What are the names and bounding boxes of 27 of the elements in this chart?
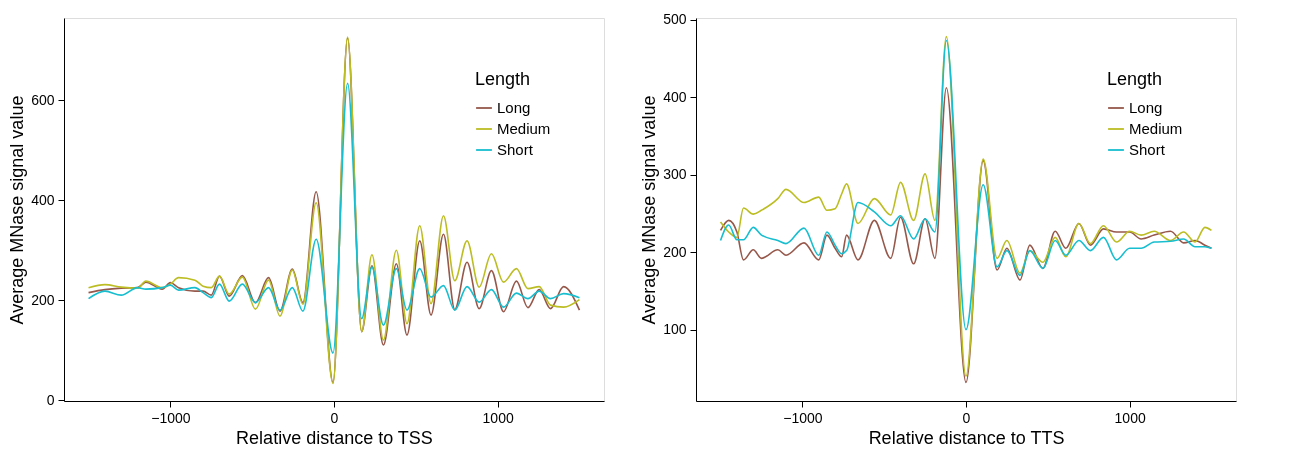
y-tick-label: 200 — [663, 243, 687, 260]
legend-label: Long — [497, 99, 531, 116]
y-tick-label: 200 — [31, 291, 55, 308]
legend-title: Length — [475, 69, 531, 89]
legend-label: Long — [1129, 99, 1163, 116]
legend-label: Medium — [497, 120, 551, 137]
legend-label: Medium — [1129, 120, 1183, 137]
x-axis-title: Relative distance to TSS — [236, 427, 433, 448]
x-tick-label: 0 — [330, 409, 339, 426]
y-tick-label: 600 — [31, 91, 55, 108]
y-tick-label: 100 — [663, 321, 687, 338]
legend-title: Length — [1107, 69, 1163, 89]
x-axis-title: Relative distance to TTS — [868, 427, 1065, 448]
x-tick-label: 1000 — [1114, 409, 1146, 426]
x-tick-label: 1000 — [482, 409, 514, 426]
x-tick-label: −1000 — [783, 409, 823, 426]
y-tick-label: 400 — [663, 88, 687, 105]
y-axis-title: Average MNase signal value — [7, 95, 28, 325]
x-tick-label: −1000 — [151, 409, 191, 426]
y-tick-label: 300 — [663, 166, 687, 183]
legend-label: Short — [497, 141, 534, 158]
y-tick-label: 0 — [46, 391, 55, 408]
y-tick-label: 500 — [663, 11, 687, 28]
y-tick-label: 400 — [31, 191, 55, 208]
x-tick-label: 0 — [962, 409, 971, 426]
legend-label: Short — [1129, 141, 1166, 158]
y-axis-title: Average MNase signal value — [639, 95, 660, 325]
